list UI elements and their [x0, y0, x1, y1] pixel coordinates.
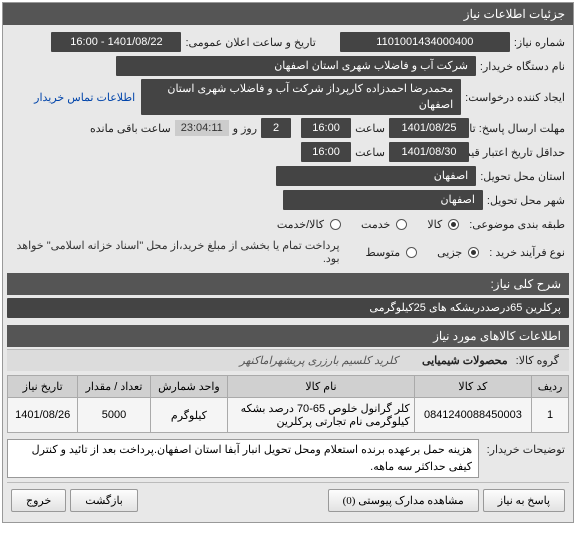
th-row: ردیف: [532, 376, 569, 398]
th-date: تاریخ نیاز: [8, 376, 78, 398]
group-label: گروه کالا:: [512, 354, 563, 367]
cat-service: خدمت: [357, 218, 394, 231]
footer: پاسخ به نیاز مشاهده مدارک پیوستی (0) باز…: [7, 482, 569, 518]
cell-row: 1: [532, 398, 569, 433]
cell-unit: کیلوگرم: [150, 398, 228, 433]
attach-button[interactable]: مشاهده مدارک پیوستی (0): [328, 489, 479, 512]
deadline-date: 1401/08/25: [389, 118, 469, 138]
panel-title: جزئیات اطلاعات نیاز: [3, 3, 573, 25]
remaining-suffix: ساعت باقی مانده: [86, 122, 175, 135]
desc-value: پرکلرین 65درصددربشکه های 25کیلوگرمی: [7, 298, 569, 318]
cell-code: 0841240088450003: [414, 398, 531, 433]
cell-qty: 5000: [78, 398, 150, 433]
hour-label-2: ساعت: [351, 146, 389, 159]
proc-mid: متوسط: [362, 246, 405, 259]
group-note: کلرید کلسیم بارزری پریشهراماکنهر: [240, 354, 398, 367]
announce-label: تاریخ و ساعت اعلان عمومی:: [181, 36, 319, 49]
cell-date: 1401/08/26: [8, 398, 78, 433]
hour-label-1: ساعت: [351, 122, 389, 135]
delivery-city: اصفهان: [276, 166, 476, 186]
reply-button[interactable]: پاسخ به نیاز: [483, 489, 565, 512]
category-radios: کالا خدمت کالا/خدمت: [267, 218, 465, 231]
buyer-note-label: توضیحات خریدار:: [479, 439, 569, 456]
table-row: 10841240088450003کلر گرانول خلوص 65-70 د…: [8, 398, 569, 433]
deadline-hour: 16:00: [301, 118, 351, 138]
group-value: محصولات شیمیایی: [418, 354, 512, 367]
creator-label: ایجاد کننده درخواست:: [461, 91, 569, 104]
process-label: نوع فرآیند خرید :: [485, 246, 569, 259]
validity-label: حداقل تاریخ اعتبار قیمت: تا تاریخ:: [469, 146, 569, 159]
delivery-city-label: استان محل تحویل:: [476, 170, 569, 183]
cat-both: کالا/خدمت: [273, 218, 328, 231]
announce-value: 1401/08/22 - 16:00: [51, 32, 181, 52]
cell-name: کلر گرانول خلوص 65-70 درصد بشکه کیلوگرمی…: [228, 398, 415, 433]
contact-link[interactable]: اطلاعات تماس خریدار: [28, 91, 141, 104]
creator-value: محمدرضا احمدزاده کارپرداز شرکت آب و فاضل…: [141, 79, 461, 115]
buyer-note-value: هزینه حمل برعهده برنده استعلام ومحل تحوی…: [7, 439, 479, 478]
dayhour-label: روز و: [229, 122, 261, 135]
reqno-value: 1101001434000400: [340, 32, 510, 52]
remaining-time: 23:04:11: [175, 120, 229, 136]
th-unit: واحد شمارش: [150, 376, 228, 398]
details-panel: جزئیات اطلاعات نیاز شماره نیاز: 11010014…: [2, 2, 574, 523]
panel-body: شماره نیاز: 1101001434000400 تاریخ و ساع…: [3, 25, 573, 522]
reqno-label: شماره نیاز:: [510, 36, 569, 49]
back-button[interactable]: بازگشت: [70, 489, 138, 512]
desc-title: شرح کلی نیاز:: [7, 273, 569, 295]
radio-service[interactable]: [396, 219, 407, 230]
delivery-town-label: شهر محل تحویل:: [483, 194, 569, 207]
cat-goods: کالا: [423, 218, 446, 231]
deadline-label: مهلت ارسال پاسخ: تا تاریخ:: [469, 122, 569, 135]
radio-goods[interactable]: [448, 219, 459, 230]
proc-low: جزیی: [433, 246, 466, 259]
buyer-value: شرکت آب و فاضلاب شهری استان اصفهان: [116, 56, 476, 76]
th-code: کد کالا: [414, 376, 531, 398]
radio-both[interactable]: [330, 219, 341, 230]
th-qty: تعداد / مقدار: [78, 376, 150, 398]
validity-hour: 16:00: [301, 142, 351, 162]
remaining-days: 2: [261, 118, 291, 138]
process-radios: جزیی متوسط: [356, 246, 486, 259]
radio-mid[interactable]: [406, 247, 417, 258]
items-table: ردیف کد کالا نام کالا واحد شمارش تعداد /…: [7, 375, 569, 433]
category-label: طبقه بندی موضوعی:: [465, 218, 569, 231]
exit-button[interactable]: خروج: [11, 489, 66, 512]
radio-low[interactable]: [468, 247, 479, 258]
items-section: اطلاعات کالاهای مورد نیاز: [7, 325, 569, 347]
pay-notice: پرداخت تمام یا بخشی از مبلغ خرید،از محل …: [7, 237, 344, 267]
validity-date: 1401/08/30: [389, 142, 469, 162]
delivery-town: اصفهان: [283, 190, 483, 210]
th-name: نام کالا: [228, 376, 415, 398]
buyer-label: نام دستگاه خریدار:: [476, 60, 569, 73]
